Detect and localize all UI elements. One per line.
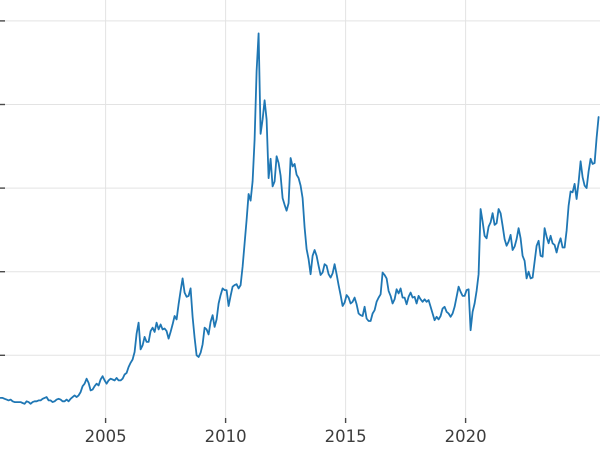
x-tick-label: 2010	[205, 427, 247, 446]
price-series-line	[0, 32, 600, 405]
x-tick-label: 2005	[85, 427, 127, 446]
x-tick-label: 2020	[445, 427, 487, 446]
x-tick-label: 2015	[325, 427, 367, 446]
